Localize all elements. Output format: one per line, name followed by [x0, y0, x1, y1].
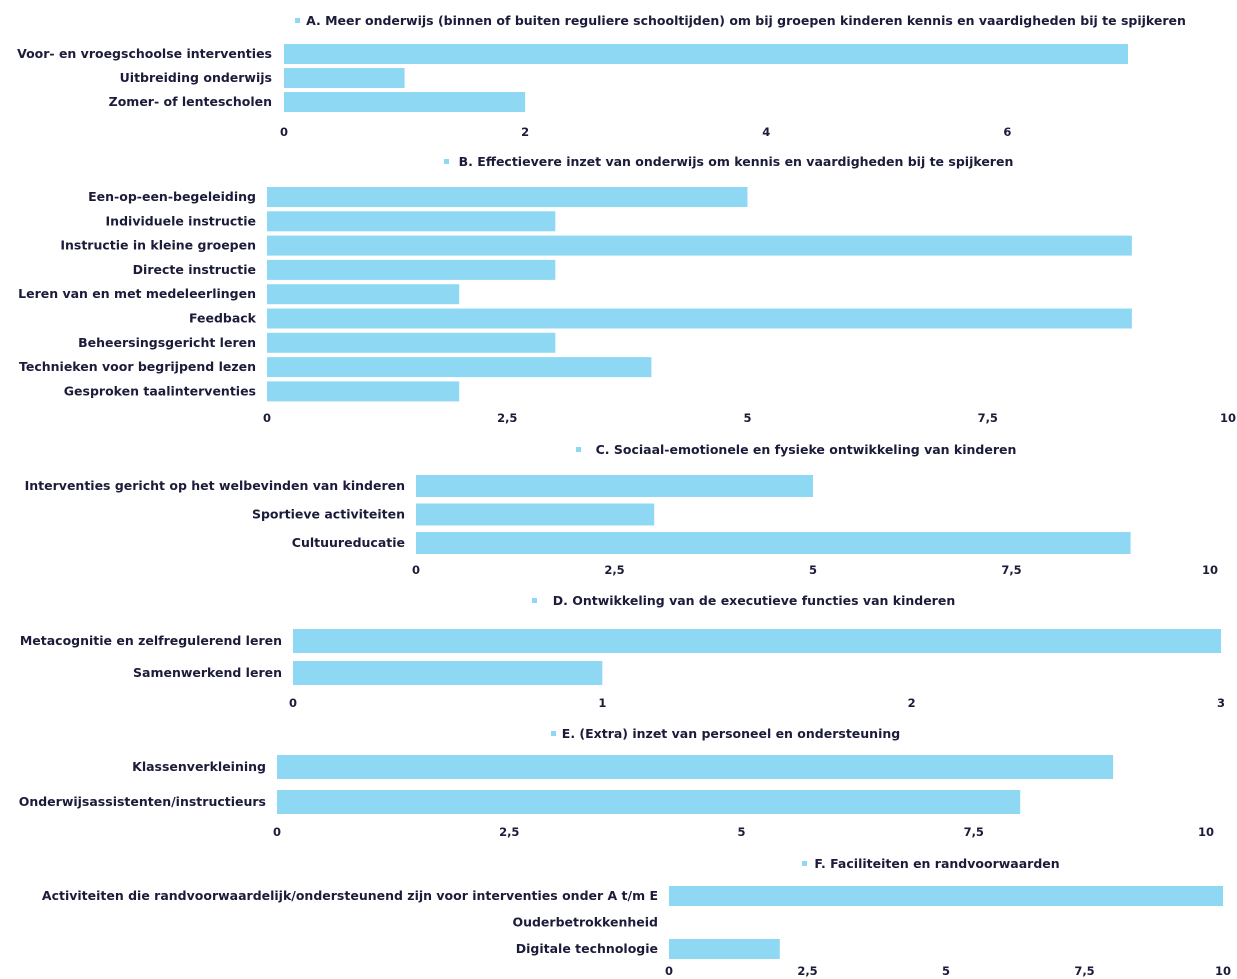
bar: [267, 308, 1132, 329]
bar: [267, 235, 1132, 256]
x-tick-label: 0: [263, 411, 271, 425]
x-tick-label: 10: [1202, 563, 1218, 577]
category-label: Sportieve activiteiten: [252, 507, 405, 522]
category-label: Cultuureducatie: [292, 535, 405, 550]
category-label: Samenwerkend leren: [133, 665, 282, 680]
bar: [416, 503, 655, 526]
bar: [267, 211, 556, 232]
legend-swatch: [802, 861, 807, 866]
x-tick-label: 1: [598, 696, 606, 710]
category-label: Een-op-een-begeleiding: [88, 189, 256, 204]
bar: [267, 381, 460, 402]
x-tick-label: 10: [1198, 825, 1214, 839]
bar: [284, 68, 405, 88]
bar: [267, 284, 460, 305]
category-label: Uitbreiding onderwijs: [120, 70, 272, 85]
x-tick-label: 2: [908, 696, 916, 710]
bar: [293, 629, 1221, 653]
category-label: Individuele instructie: [106, 213, 256, 228]
category-label: Instructie in kleine groepen: [60, 238, 256, 253]
category-label: Directe instructie: [133, 262, 256, 277]
bar: [416, 532, 1131, 554]
bar: [267, 357, 652, 378]
chart-title: D. Ontwikkeling van de executieve functi…: [553, 593, 955, 608]
chart-title: A. Meer onderwijs (binnen of buiten regu…: [306, 13, 1186, 28]
category-label: Feedback: [189, 311, 257, 326]
bar: [277, 790, 1021, 814]
chart-title: C. Sociaal-emotionele en fysieke ontwikk…: [596, 442, 1017, 457]
chart-title: E. (Extra) inzet van personeel en onders…: [562, 726, 900, 741]
x-tick-label: 0: [665, 964, 673, 978]
bar: [284, 92, 526, 112]
bar: [267, 187, 748, 207]
x-tick-label: 2,5: [497, 411, 517, 425]
x-tick-label: 0: [280, 125, 288, 139]
legend-swatch: [532, 598, 537, 603]
x-tick-label: 7,5: [978, 411, 998, 425]
x-tick-label: 3: [1217, 696, 1225, 710]
legend-swatch: [576, 447, 581, 452]
category-label: Zomer- of lentescholen: [109, 94, 272, 109]
category-label: Klassenverkleining: [132, 759, 266, 774]
legend-swatch: [551, 731, 556, 736]
category-label: Leren van en met medeleerlingen: [18, 286, 256, 301]
x-tick-label: 2,5: [604, 563, 624, 577]
x-tick-label: 7,5: [964, 825, 984, 839]
chart-title: F. Faciliteiten en randvoorwaarden: [814, 856, 1059, 871]
bar: [416, 475, 813, 497]
x-tick-label: 7,5: [1074, 964, 1094, 978]
x-tick-label: 2,5: [797, 964, 817, 978]
category-label: Technieken voor begrijpend lezen: [19, 359, 256, 374]
bar: [669, 939, 780, 959]
x-tick-label: 5: [809, 563, 817, 577]
category-label: Onderwijsassistenten/instructieurs: [19, 794, 266, 809]
bar: [284, 44, 1128, 64]
x-tick-label: 2,5: [499, 825, 519, 839]
x-tick-label: 0: [412, 563, 420, 577]
x-tick-label: 6: [1003, 125, 1011, 139]
category-label: Voor- en vroegschoolse interventies: [17, 46, 272, 61]
bar: [277, 755, 1114, 779]
x-tick-label: 5: [942, 964, 950, 978]
bar: [669, 886, 1223, 906]
category-label: Digitale technologie: [516, 941, 658, 956]
x-tick-label: 2: [521, 125, 529, 139]
chart-title: B. Effectievere inzet van onderwijs om k…: [459, 154, 1014, 169]
x-tick-label: 0: [273, 825, 281, 839]
x-tick-label: 5: [737, 825, 745, 839]
category-label: Metacognitie en zelfregulerend leren: [20, 633, 282, 648]
x-tick-label: 0: [289, 696, 297, 710]
bar: [293, 661, 603, 685]
legend-swatch: [444, 159, 449, 164]
category-label: Ouderbetrokkenheid: [512, 915, 658, 930]
category-label: Interventies gericht op het welbevinden …: [25, 478, 405, 493]
bar: [267, 259, 556, 280]
x-tick-label: 7,5: [1001, 563, 1021, 577]
x-tick-label: 10: [1220, 411, 1236, 425]
category-label: Gesproken taalinterventies: [64, 383, 256, 398]
category-label: Beheersingsgericht leren: [78, 335, 256, 350]
category-label: Activiteiten die randvoorwaardelijk/onde…: [42, 888, 658, 903]
x-tick-label: 10: [1215, 964, 1231, 978]
x-tick-label: 4: [762, 125, 770, 139]
legend-swatch: [295, 18, 300, 23]
x-tick-label: 5: [743, 411, 751, 425]
bar: [267, 332, 556, 353]
